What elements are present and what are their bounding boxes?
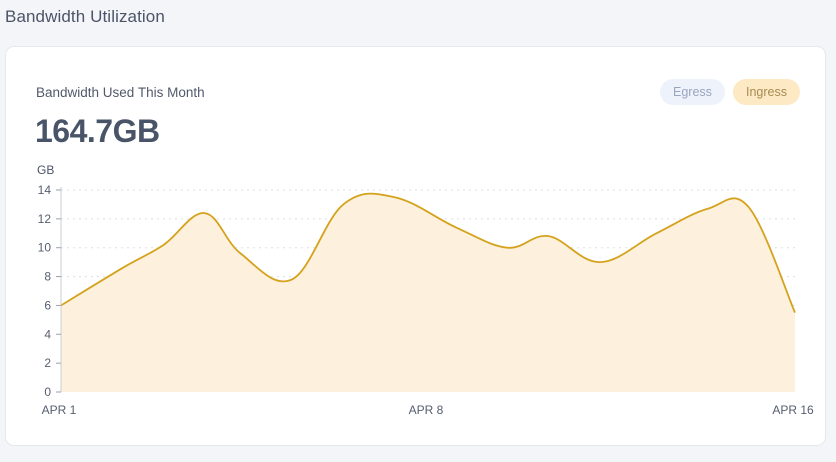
y-axis-unit: GB [37, 163, 54, 177]
area-fill [61, 193, 795, 392]
y-tick-label: 14 [38, 183, 52, 197]
bandwidth-card: Bandwidth Used This Month 164.7GB Egress… [5, 46, 826, 446]
egress-toggle-button[interactable]: Egress [660, 79, 725, 105]
y-tick-label: 10 [38, 241, 52, 255]
x-tick-label: APR 16 [772, 403, 814, 417]
card-title: Bandwidth Used This Month [36, 85, 205, 100]
y-tick-label: 0 [44, 385, 51, 399]
x-tick-label: APR 1 [42, 403, 77, 417]
bandwidth-total: 164.7GB [35, 113, 160, 149]
x-ticks: APR 1 APR 8 APR 16 [42, 403, 814, 417]
y-tick-label: 4 [44, 327, 51, 341]
y-tick-label: 2 [44, 356, 51, 370]
y-tick-label: 8 [44, 270, 51, 284]
y-tick-label: 6 [44, 298, 51, 312]
x-tick-label: APR 8 [409, 403, 444, 417]
page-title: Bandwidth Utilization [5, 7, 165, 26]
series-line [60, 192, 796, 314]
ingress-toggle-button[interactable]: Ingress [733, 79, 800, 105]
bandwidth-chart: GB 0 2 4 6 8 10 12 14 APR 1 APR 8 APR 16 [37, 163, 814, 417]
y-tick-label: 12 [38, 212, 52, 226]
y-ticks: 0 2 4 6 8 10 12 14 [38, 183, 61, 399]
